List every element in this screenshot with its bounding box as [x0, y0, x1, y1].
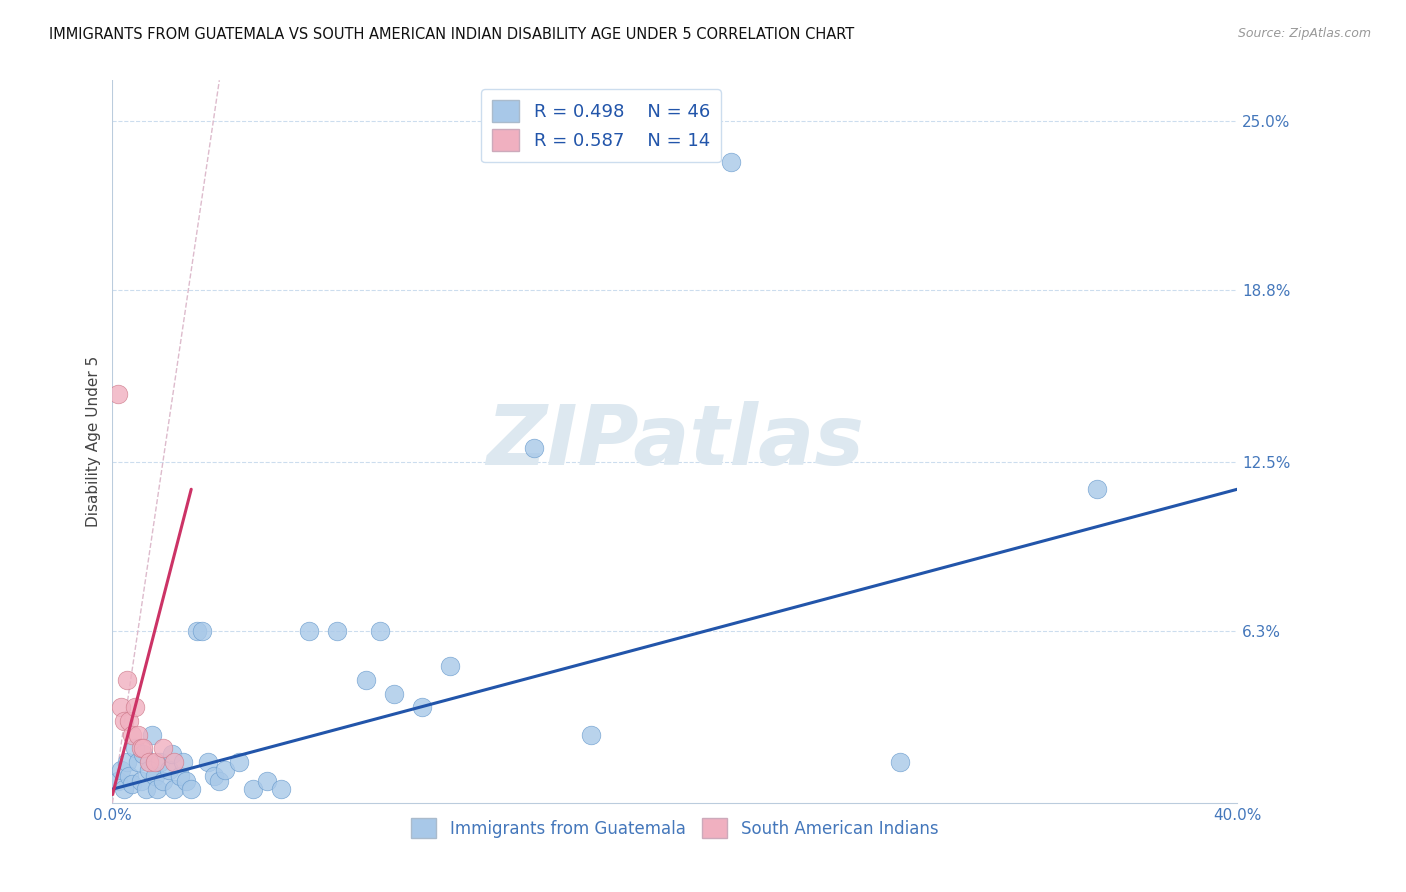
Point — [326, 624, 349, 638]
Point — [186, 624, 208, 638]
Point — [112, 782, 135, 797]
Point — [720, 155, 742, 169]
Point — [118, 714, 141, 728]
Point — [149, 755, 172, 769]
Text: Source: ZipAtlas.com: Source: ZipAtlas.com — [1237, 27, 1371, 40]
Point — [121, 777, 143, 791]
Point — [112, 714, 135, 728]
Point — [110, 763, 132, 777]
Point — [439, 659, 461, 673]
Point — [197, 755, 219, 769]
Point — [382, 687, 405, 701]
Y-axis label: Disability Age Under 5: Disability Age Under 5 — [86, 356, 101, 527]
Point — [127, 728, 149, 742]
Point — [132, 741, 155, 756]
Point — [579, 728, 602, 742]
Point — [127, 755, 149, 769]
Point — [152, 774, 174, 789]
Point — [191, 624, 214, 638]
Point — [107, 774, 129, 789]
Point — [169, 768, 191, 782]
Point — [143, 768, 166, 782]
Text: ZIPatlas: ZIPatlas — [486, 401, 863, 482]
Point — [132, 747, 155, 761]
Point — [141, 728, 163, 742]
Point — [146, 782, 169, 797]
Text: IMMIGRANTS FROM GUATEMALA VS SOUTH AMERICAN INDIAN DISABILITY AGE UNDER 5 CORREL: IMMIGRANTS FROM GUATEMALA VS SOUTH AMERI… — [49, 27, 855, 42]
Point — [115, 673, 138, 687]
Point — [180, 782, 202, 797]
Point — [1085, 482, 1108, 496]
Point — [174, 774, 197, 789]
Legend: Immigrants from Guatemala, South American Indians: Immigrants from Guatemala, South America… — [405, 812, 945, 845]
Point — [143, 755, 166, 769]
Point — [202, 768, 225, 782]
Point — [270, 782, 292, 797]
Point — [110, 700, 132, 714]
Point — [129, 774, 152, 789]
Point — [118, 768, 141, 782]
Point — [242, 782, 264, 797]
Point — [298, 624, 321, 638]
Point — [354, 673, 377, 687]
Point — [163, 755, 186, 769]
Point — [172, 755, 194, 769]
Point — [208, 774, 231, 789]
Point — [160, 747, 183, 761]
Point — [157, 763, 180, 777]
Point — [115, 755, 138, 769]
Point — [889, 755, 911, 769]
Point — [138, 755, 160, 769]
Point — [152, 741, 174, 756]
Point — [121, 728, 143, 742]
Point — [228, 755, 250, 769]
Point — [124, 741, 146, 756]
Point — [368, 624, 391, 638]
Point — [214, 763, 236, 777]
Point — [124, 700, 146, 714]
Point — [163, 782, 186, 797]
Point — [129, 741, 152, 756]
Point — [411, 700, 433, 714]
Point — [138, 763, 160, 777]
Point — [256, 774, 278, 789]
Point — [523, 442, 546, 456]
Point — [107, 387, 129, 401]
Point — [135, 782, 157, 797]
